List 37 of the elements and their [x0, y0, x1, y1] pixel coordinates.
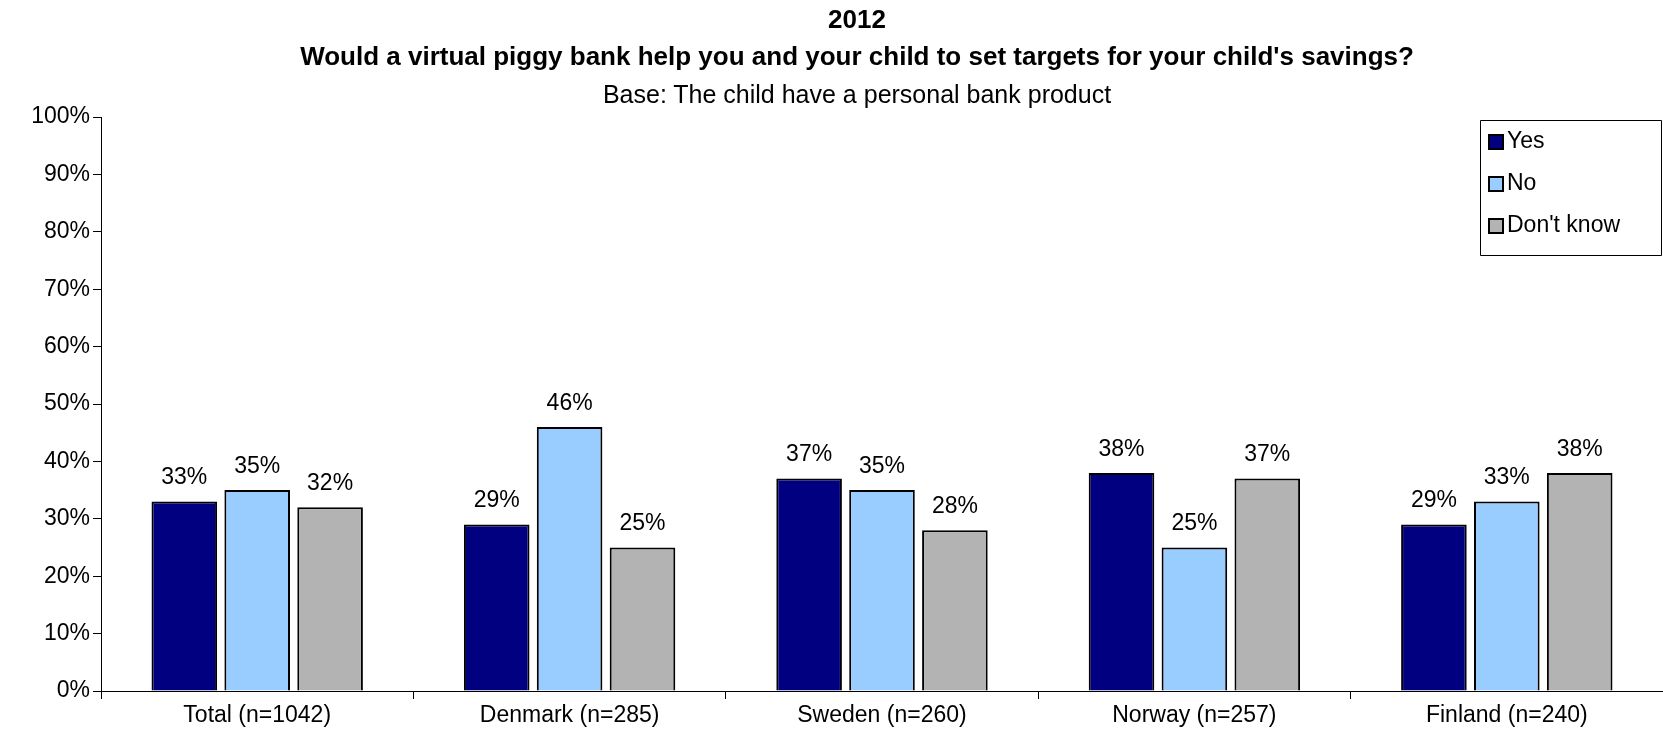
- data-label: 38%: [1556, 434, 1603, 461]
- y-tick-label: 60%: [43, 331, 90, 358]
- y-tick-label: 100%: [31, 102, 90, 129]
- y-tick-label: 90%: [43, 159, 90, 186]
- data-label: 25%: [619, 509, 666, 536]
- data-label: 35%: [234, 451, 281, 478]
- y-tick-label: 10%: [43, 618, 90, 645]
- legend-label: No: [1507, 169, 1537, 196]
- y-tick-label: 70%: [43, 274, 90, 301]
- y-tick-label: 20%: [43, 561, 90, 588]
- data-label: 38%: [1098, 434, 1145, 461]
- data-label: 33%: [161, 463, 208, 490]
- y-tick-label: 50%: [43, 389, 90, 416]
- data-label: 32%: [307, 469, 354, 496]
- x-tick-label: Norway (n=257): [1112, 701, 1277, 728]
- y-tick-label: 0%: [56, 676, 90, 703]
- data-label: 29%: [1410, 486, 1457, 513]
- text: Base: The child have a personal bank product: [602, 79, 1112, 108]
- x-tick-label: Finland (n=240): [1425, 701, 1588, 728]
- legend-label: Yes: [1507, 127, 1545, 154]
- data-label: 28%: [931, 492, 978, 519]
- y-tick-label: 40%: [43, 446, 90, 473]
- data-label: 29%: [473, 486, 520, 513]
- data-label: 33%: [1483, 463, 1530, 490]
- data-label: 25%: [1171, 509, 1218, 536]
- y-tick-label: 30%: [43, 504, 90, 531]
- data-label: 37%: [1244, 440, 1291, 467]
- data-label: 35%: [858, 451, 906, 478]
- x-tick-label: Sweden (n=260): [797, 701, 967, 728]
- legend-label: Don't know: [1507, 211, 1621, 238]
- data-label: 46%: [546, 388, 593, 415]
- data-label: 37%: [786, 440, 833, 467]
- x-tick-label: Denmark (n=285): [479, 701, 660, 728]
- chart-subtitle: Would a virtual piggy bank help you and your child to set targets for your child's savings?: [300, 41, 1414, 72]
- chart-title: 2012: [828, 4, 886, 35]
- y-tick-label: 80%: [43, 217, 90, 244]
- x-tick-label: Total (n=1042): [183, 701, 332, 728]
